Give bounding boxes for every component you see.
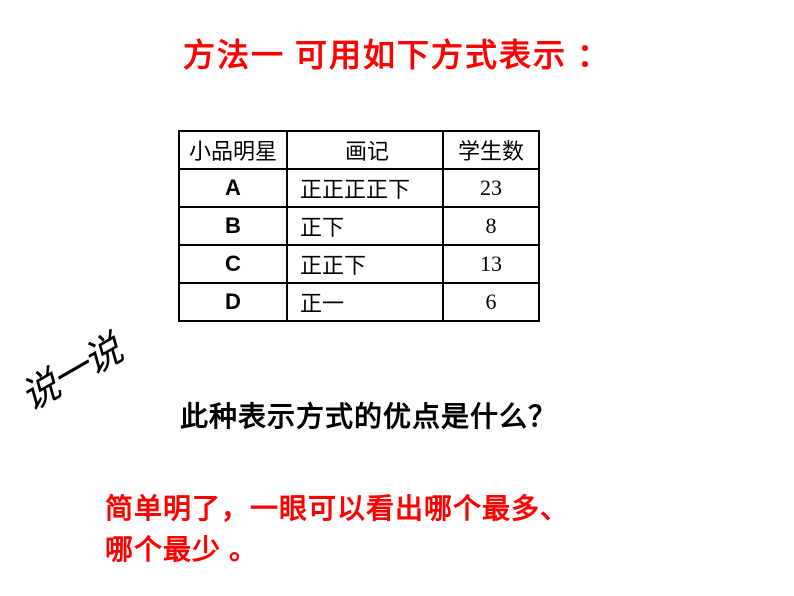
row-count: 6 — [443, 283, 539, 321]
table-row: B 正下 8 — [179, 207, 539, 245]
row-label: B — [179, 207, 287, 245]
row-tally: 正正下 — [287, 245, 443, 283]
row-tally: 正正正正下 — [287, 169, 443, 207]
tally-table: 小品明星 画记 学生数 A 正正正正下 23 B 正下 8 C 正正下 13 D… — [178, 130, 540, 322]
page-title: 方法一 可用如下方式表示 ： — [0, 30, 794, 76]
table-row: C 正正下 13 — [179, 245, 539, 283]
question-text: 此种表示方式的优点是什么？ — [180, 395, 557, 435]
header-count: 学生数 — [443, 131, 539, 169]
row-label: D — [179, 283, 287, 321]
diagonal-label: 说一说 — [8, 320, 129, 422]
answer-text: 简单明了，一眼可以看出哪个最多、 哪个最少 。 — [105, 490, 569, 571]
header-tally: 画记 — [287, 131, 443, 169]
table-row: D 正一 6 — [179, 283, 539, 321]
row-count: 13 — [443, 245, 539, 283]
answer-line-1: 简单明了，一眼可以看出哪个最多、 — [105, 494, 569, 525]
row-tally: 正一 — [287, 283, 443, 321]
row-count: 8 — [443, 207, 539, 245]
table-row: A 正正正正下 23 — [179, 169, 539, 207]
table-header-row: 小品明星 画记 学生数 — [179, 131, 539, 169]
header-star: 小品明星 — [179, 131, 287, 169]
row-label: C — [179, 245, 287, 283]
row-tally: 正下 — [287, 207, 443, 245]
answer-line-2: 哪个最少 。 — [105, 535, 258, 566]
row-label: A — [179, 169, 287, 207]
row-count: 23 — [443, 169, 539, 207]
